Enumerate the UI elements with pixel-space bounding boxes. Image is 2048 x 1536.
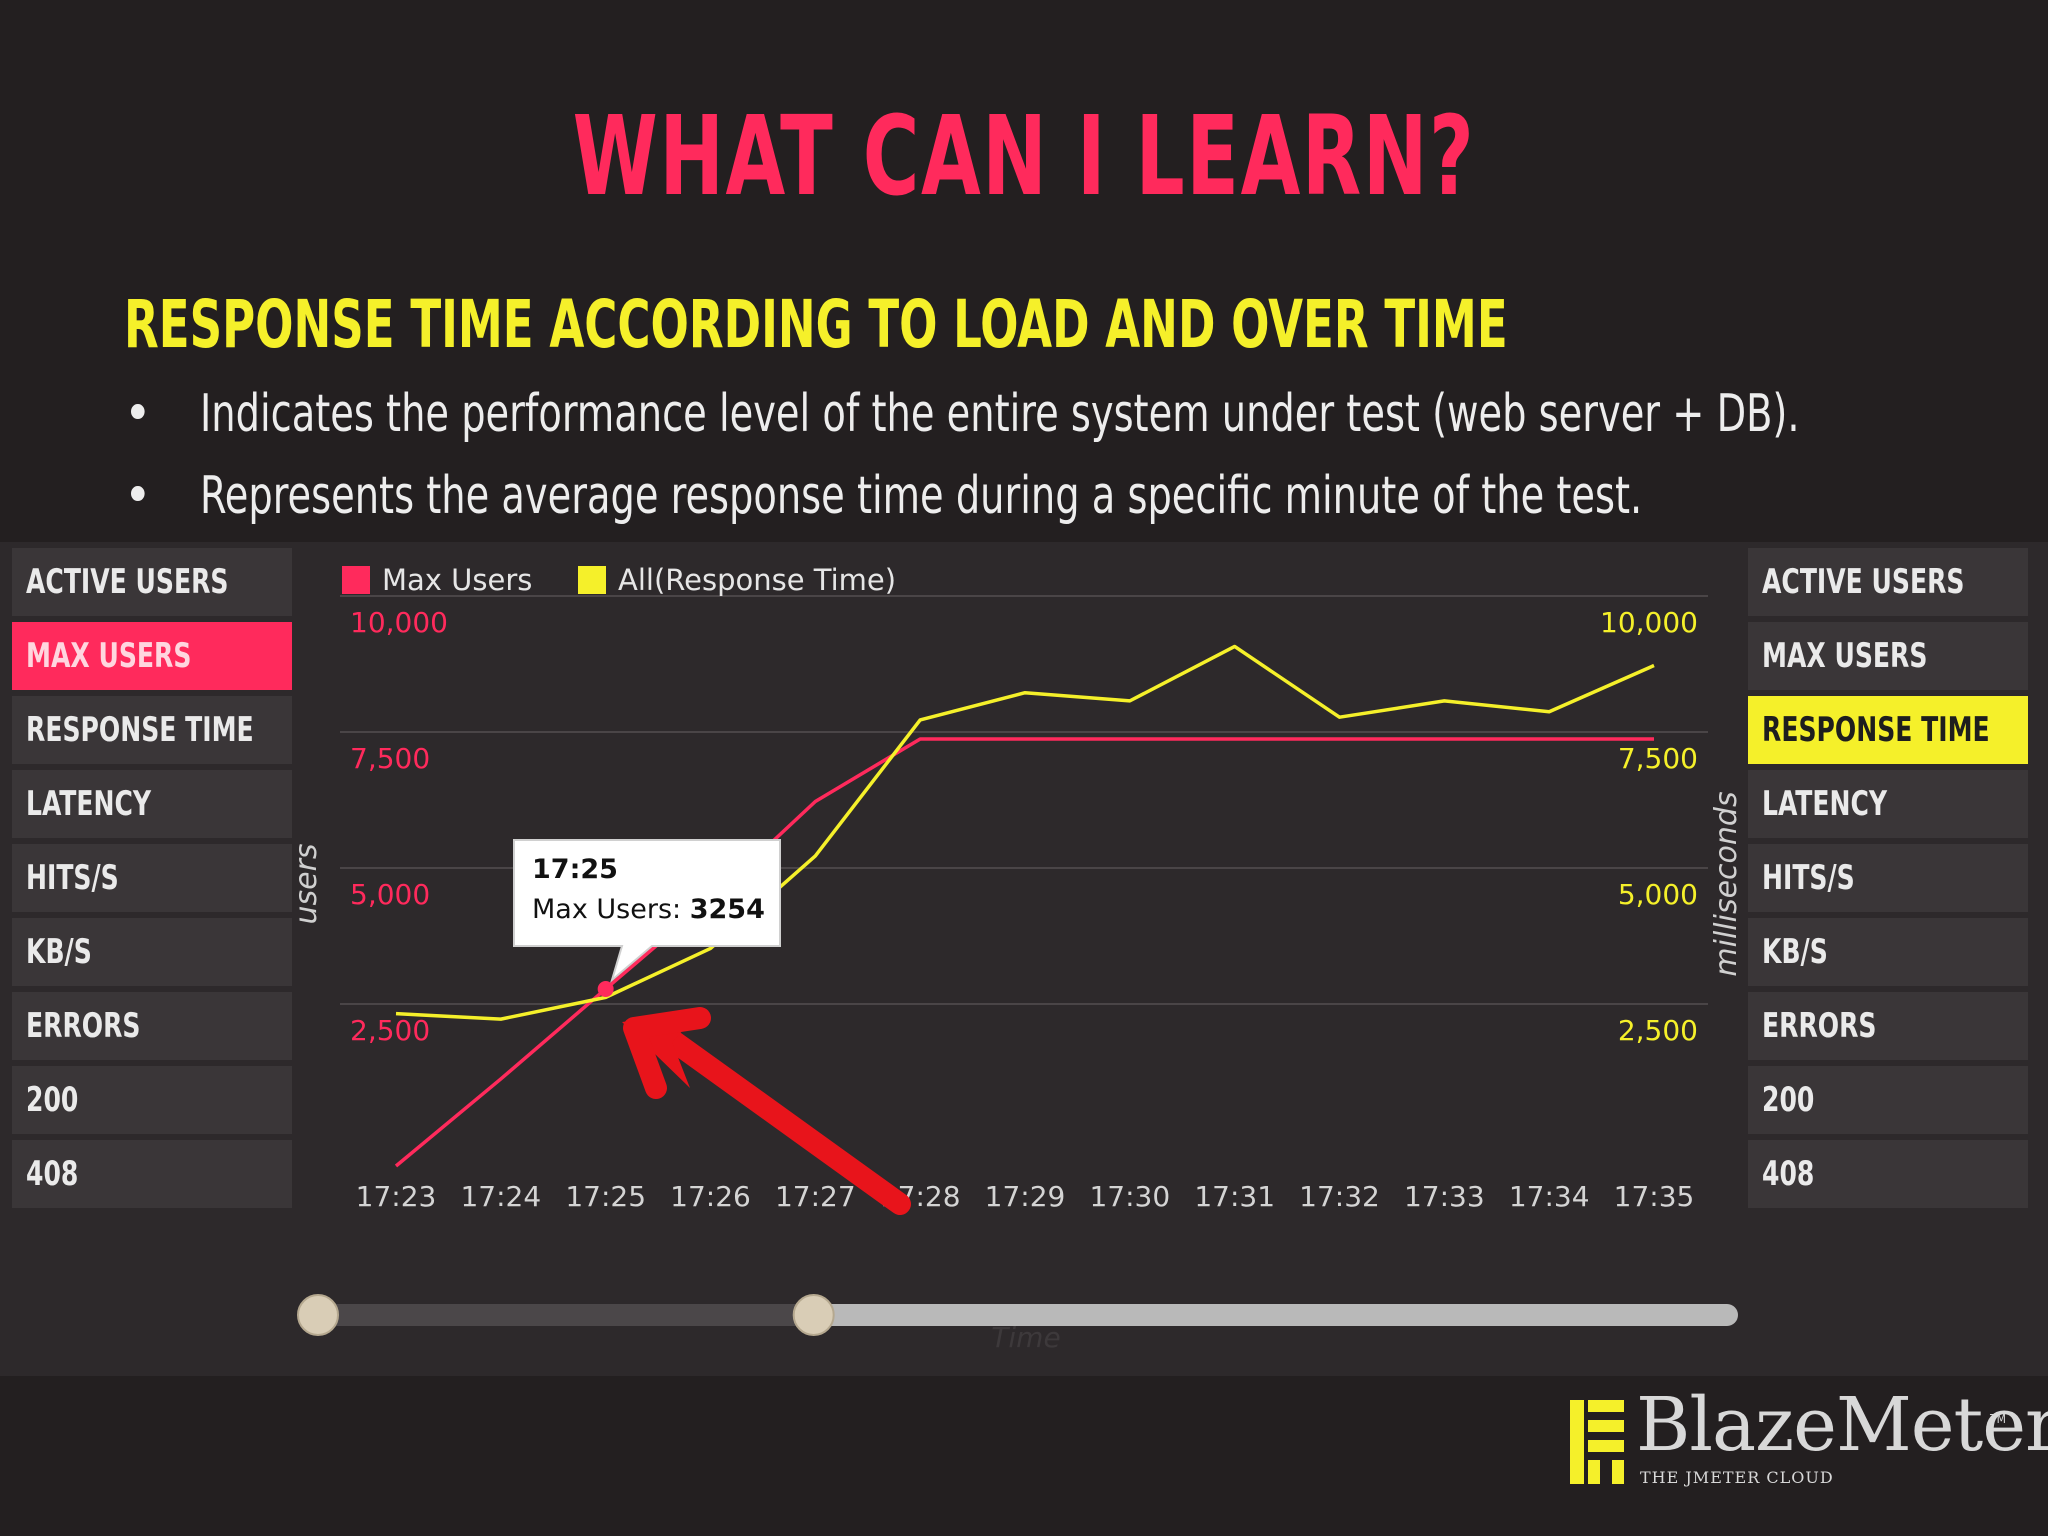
y-tick-right: 7,500 (1618, 742, 1698, 775)
left-menu-408[interactable]: 408 (12, 1140, 292, 1208)
left-menu-max-users[interactable]: MAX USERS (12, 622, 292, 690)
left-menu-latency[interactable]: LATENCY (12, 770, 292, 838)
right-menu-active-users[interactable]: ACTIVE USERS (1748, 548, 2028, 616)
menu-label: 408 (26, 1154, 79, 1194)
left-menu-active-users[interactable]: ACTIVE USERS (12, 548, 292, 616)
x-axis-ticks: 17:23 17:24 17:25 17:26 17:27 17:28 17:29 17:30… (356, 1180, 1695, 1213)
x-tick-label: 17:26 (670, 1180, 751, 1213)
menu-label: RESPONSE TIME (26, 710, 254, 750)
menu-label: 200 (26, 1080, 79, 1120)
y-tick-left: 10,000 (350, 606, 448, 639)
menu-label: ACTIVE USERS (26, 562, 229, 602)
bullet-dot-icon: • (124, 384, 152, 444)
menu-label: 200 (1762, 1080, 1815, 1120)
right-menu-response-time[interactable]: RESPONSE TIME (1748, 696, 2028, 764)
right-menu-max-users[interactable]: MAX USERS (1748, 622, 2028, 690)
x-tick-label: 17:33 (1404, 1180, 1485, 1213)
menu-label: KB/S (26, 932, 92, 972)
menu-label: HITS/S (26, 858, 119, 898)
legend-swatch-max-users (342, 566, 370, 594)
menu-label: LATENCY (26, 784, 152, 824)
time-range-slider[interactable] (297, 1294, 1738, 1336)
dashboard-panel: ACTIVE USERS MAX USERS RESPONSE TIME LAT… (0, 542, 2048, 1376)
x-tick-label: 17:35 (1614, 1180, 1695, 1213)
left-menu-response-time[interactable]: RESPONSE TIME (12, 696, 292, 764)
slide-footer (0, 1376, 2048, 1536)
left-menu-kbs[interactable]: KB/S (12, 918, 292, 986)
slider-end-handle[interactable] (792, 1294, 835, 1336)
tooltip: 17:25 Max Users: 3254 (513, 839, 781, 983)
x-tick-label: 17:23 (356, 1180, 437, 1213)
bullet-item: • Indicates the performance level of the … (124, 384, 2048, 444)
menu-label: ACTIVE USERS (1762, 562, 1965, 602)
blazemeter-logo-icon (1570, 1400, 1624, 1484)
menu-label: MAX USERS (1762, 636, 1928, 676)
left-menu-hits[interactable]: HITS/S (12, 844, 292, 912)
legend-swatch-response-time (578, 566, 606, 594)
slider-start-handle[interactable] (297, 1294, 339, 1336)
chart-legend: Max Users All(Response Time) (342, 563, 896, 597)
bullet-text: Represents the average response time dur… (200, 466, 1643, 526)
menu-label: MAX USERS (26, 636, 192, 676)
slider-selected-range (316, 1304, 814, 1326)
bullet-dot-icon: • (124, 466, 152, 526)
left-menu-200[interactable]: 200 (12, 1066, 292, 1134)
x-tick-label: 17:32 (1299, 1180, 1380, 1213)
bullet-item: • Represents the average response time du… (124, 466, 1959, 526)
y-tick-left: 5,000 (350, 878, 430, 911)
tooltip-highlight-point (597, 980, 614, 997)
x-tick-label: 17:31 (1194, 1180, 1275, 1213)
x-tick-label: 17:27 (775, 1180, 856, 1213)
y-tick-right: 2,500 (1618, 1014, 1698, 1047)
y-axis-label-left: users (289, 843, 324, 924)
y-axis-label-right: milliseconds (1709, 791, 1744, 976)
series-line-response-time (395, 644, 1655, 1021)
y-tick-left: 7,500 (350, 742, 430, 775)
series-line-max-users (394, 737, 1654, 1168)
tooltip-label: Max Users: (532, 894, 681, 925)
slide-title: WHAT CAN I LEARN? (572, 92, 1476, 220)
x-axis-label: Time (991, 1321, 1060, 1354)
menu-label: RESPONSE TIME (1762, 710, 1990, 750)
legend-label-response-time: All(Response Time) (618, 563, 896, 597)
right-menu-408[interactable]: 408 (1748, 1140, 2028, 1208)
tooltip-value: 3254 (690, 894, 765, 925)
tooltip-box (513, 839, 781, 983)
menu-label: ERRORS (1762, 1006, 1877, 1046)
menu-label: LATENCY (1762, 784, 1888, 824)
left-menu-errors[interactable]: ERRORS (12, 992, 292, 1060)
x-tick-label: 17:29 (985, 1180, 1066, 1213)
chart-markers (395, 646, 1655, 1167)
x-tick-label: 17:34 (1509, 1180, 1590, 1213)
logo-tagline: THE JMETER CLOUD (1640, 1468, 1834, 1487)
y-axis-ticks: 2,500 5,000 7,500 10,000 2,500 5,000 7,500 10,0… (350, 606, 1698, 1047)
right-menu-hits[interactable]: HITS/S (1748, 844, 2028, 912)
menu-label: ERRORS (26, 1006, 141, 1046)
right-menu-kbs[interactable]: KB/S (1748, 918, 2028, 986)
menu-label: 408 (1762, 1154, 1815, 1194)
bullet-text: Indicates the performance level of the e… (200, 384, 1800, 444)
legend-label-max-users: Max Users (382, 563, 532, 597)
right-menu-200[interactable]: 200 (1748, 1066, 2028, 1134)
tooltip-line: Max Users: 3254 (532, 894, 765, 925)
slide-subtitle: RESPONSE TIME ACCORDING TO LOAD AND OVER… (124, 286, 1508, 363)
y-tick-left: 2,500 (350, 1014, 430, 1047)
x-tick-label: 17:24 (460, 1180, 541, 1213)
response-time-chart: Max Users All(Response Time) 2,500 5,000 7… (289, 563, 1744, 1354)
right-menu-latency[interactable]: LATENCY (1748, 770, 2028, 838)
menu-label: HITS/S (1762, 858, 1855, 898)
x-tick-label: 17:25 (565, 1180, 646, 1213)
x-tick-label: 17:30 (1089, 1180, 1170, 1213)
red-arrow-icon (622, 1007, 911, 1215)
right-menu-errors[interactable]: ERRORS (1748, 992, 2028, 1060)
logo-trademark: TM (1990, 1412, 2006, 1426)
blazemeter-logo-text: BlazeMeter (1636, 1382, 2048, 1468)
tooltip-time: 17:25 (532, 854, 618, 885)
menu-label: KB/S (1762, 932, 1828, 972)
y-tick-right: 10,000 (1600, 606, 1698, 639)
y-tick-right: 5,000 (1618, 878, 1698, 911)
